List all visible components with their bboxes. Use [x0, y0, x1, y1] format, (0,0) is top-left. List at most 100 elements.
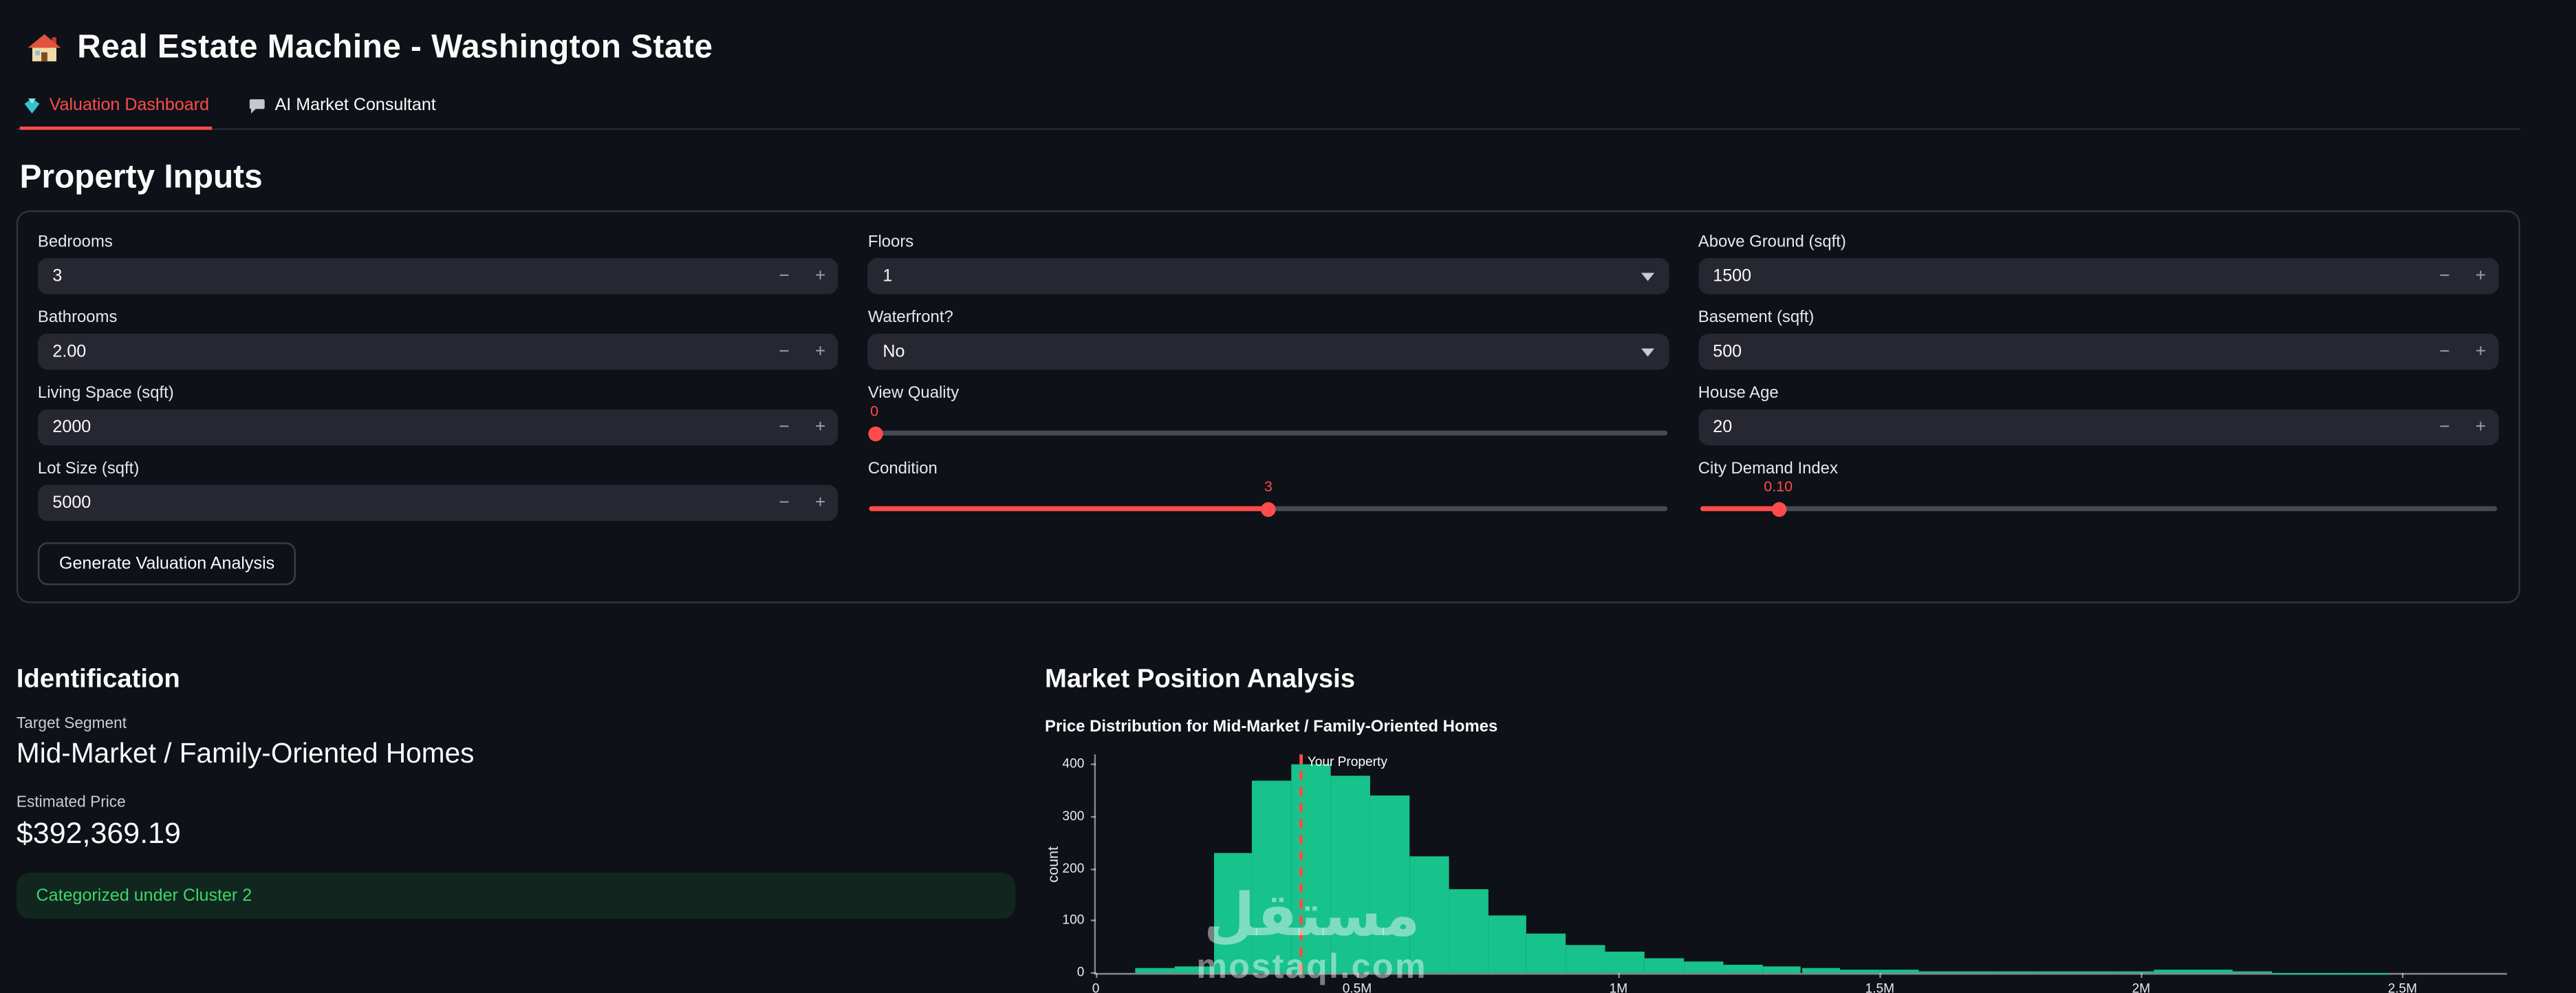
field-living-space: Living Space (sqft) 2000 − +	[37, 383, 838, 446]
histogram-bar	[1566, 944, 1605, 973]
identification-heading: Identification	[16, 665, 180, 694]
basement-increment-button[interactable]: +	[2475, 341, 2487, 362]
lot-size-increment-button[interactable]: +	[814, 493, 826, 513]
bedrooms-decrement-button[interactable]: −	[779, 266, 790, 286]
field-waterfront: Waterfront? No	[867, 308, 1669, 370]
y-tick-label: 400	[1062, 756, 1085, 771]
condition-slider-value: 3	[1264, 478, 1273, 495]
field-city-demand: City Demand Index 0.10	[1698, 458, 2499, 521]
lot-size-input[interactable]: 5000 − +	[37, 484, 838, 522]
living-space-decrement-button[interactable]: −	[779, 417, 790, 438]
waterfront-select[interactable]: No	[867, 333, 1669, 370]
histogram-bar	[1644, 957, 1684, 973]
slider-track[interactable]	[1700, 501, 2498, 516]
house-age-increment-button[interactable]: +	[2475, 417, 2487, 438]
lot-size-decrement-button[interactable]: −	[779, 493, 790, 513]
plot-area: count Price ($) 010020030040000.5M1M1.5M…	[1045, 754, 2507, 993]
slider-track[interactable]	[868, 425, 1667, 441]
bathrooms-input[interactable]: 2.00 − +	[37, 333, 838, 370]
field-above-ground: Above Ground (sqft) 1500 − +	[1698, 232, 2499, 295]
x-tick-label: 0.5M	[1342, 981, 1372, 993]
tab-label: Valuation Dashboard	[49, 95, 210, 116]
basement-input[interactable]: 500 − +	[1698, 333, 2499, 370]
x-tick-mark	[1356, 972, 1359, 979]
city-demand-label: City Demand Index	[1698, 460, 1838, 479]
bedrooms-label: Bedrooms	[37, 233, 113, 252]
x-tick-mark	[1096, 972, 1098, 979]
histogram-bar	[1683, 961, 1723, 973]
histogram-bar	[1526, 934, 1566, 973]
inputs-column-3: Above Ground (sqft) 1500 − + Basement (s…	[1698, 232, 2499, 534]
bathrooms-decrement-button[interactable]: −	[779, 341, 790, 362]
lot-size-value[interactable]: 5000	[52, 493, 91, 513]
basement-value[interactable]: 500	[1713, 341, 1742, 362]
slider-track[interactable]	[869, 501, 1667, 516]
house-age-decrement-button[interactable]: −	[2439, 417, 2450, 438]
histogram-bar	[1605, 952, 1645, 973]
app-title: Real Estate Machine - Washington State	[77, 29, 713, 66]
living-space-value[interactable]: 2000	[52, 417, 91, 438]
lot-size-label: Lot Size (sqft)	[37, 460, 140, 479]
living-space-increment-button[interactable]: +	[814, 417, 826, 438]
x-tick-label: 1.5M	[1865, 981, 1895, 993]
x-tick-mark	[2402, 972, 2405, 979]
generate-valuation-button[interactable]: Generate Valuation Analysis	[37, 542, 296, 586]
inputs-column-1: Bedrooms 3 − + Bathrooms 2.00 − +	[37, 232, 838, 534]
above-ground-input[interactable]: 1500 − +	[1698, 257, 2499, 295]
basement-label: Basement (sqft)	[1698, 309, 1815, 328]
speech-bubble-icon	[248, 96, 266, 114]
section-heading-property-inputs: Property Inputs	[19, 159, 263, 196]
basement-decrement-button[interactable]: −	[2439, 341, 2450, 362]
histogram-bar	[1840, 969, 1880, 973]
y-axis-label: count	[1045, 845, 1061, 882]
city-demand-slider[interactable]: 0.10	[1698, 479, 2499, 522]
field-view-quality: View Quality 0	[868, 383, 1669, 445]
waterfront-value: No	[883, 341, 905, 362]
tab-valuation-dashboard[interactable]: Valuation Dashboard	[19, 87, 213, 130]
y-tick-mark	[1090, 920, 1096, 922]
above-ground-increment-button[interactable]: +	[2475, 266, 2487, 286]
inputs-column-2: Floors 1 Waterfront? No	[867, 232, 1669, 534]
histogram-bar	[1879, 970, 1919, 973]
bedrooms-input[interactable]: 3 − +	[37, 257, 838, 295]
view-quality-slider[interactable]: 0	[868, 403, 1669, 446]
above-ground-decrement-button[interactable]: −	[2439, 266, 2450, 286]
inputs-grid: Bedrooms 3 − + Bathrooms 2.00 − +	[37, 232, 2499, 534]
y-tick-label: 300	[1062, 809, 1085, 824]
y-tick-label: 100	[1062, 912, 1085, 928]
tab-ai-market-consultant[interactable]: AI Market Consultant	[246, 87, 440, 129]
floors-select[interactable]: 1	[867, 257, 1669, 295]
bedrooms-increment-button[interactable]: +	[814, 266, 826, 286]
identification-panel: Identification Target Segment Mid-Market…	[16, 665, 1016, 992]
condition-slider[interactable]: 3	[868, 479, 1669, 522]
living-space-input[interactable]: 2000 − +	[37, 409, 838, 446]
main-content: Property Inputs Bedrooms 3 − + Bathrooms	[0, 160, 2576, 993]
x-tick-label: 2.5M	[2388, 981, 2417, 993]
market-analysis-panel: Market Position Analysis Price Distribut…	[1045, 665, 2520, 993]
view-quality-label: View Quality	[867, 384, 960, 403]
house-age-value[interactable]: 20	[1713, 417, 1733, 438]
above-ground-label: Above Ground (sqft)	[1698, 233, 1846, 252]
field-condition: Condition 3	[868, 458, 1669, 521]
house-age-input[interactable]: 20 − +	[1698, 409, 2499, 446]
waterfront-label: Waterfront?	[867, 309, 953, 328]
slider-thumb[interactable]	[1261, 501, 1276, 516]
field-bedrooms: Bedrooms 3 − +	[37, 232, 838, 295]
tab-label: AI Market Consultant	[274, 95, 436, 116]
price-distribution-chart: Price Distribution for Mid-Market / Fami…	[1045, 715, 2520, 993]
histogram-bar	[1135, 968, 1175, 973]
chevron-down-icon	[1641, 272, 1654, 281]
above-ground-value[interactable]: 1500	[1713, 266, 1752, 286]
bathrooms-value[interactable]: 2.00	[52, 341, 87, 362]
slider-thumb[interactable]	[868, 425, 884, 441]
histogram-bar	[1253, 780, 1292, 973]
your-property-marker-line	[1299, 754, 1303, 973]
slider-thumb[interactable]	[1772, 501, 1787, 516]
house-age-label: House Age	[1698, 384, 1779, 403]
histogram-bar	[1958, 971, 1998, 973]
slider-fill	[869, 506, 1268, 511]
bathrooms-increment-button[interactable]: +	[814, 341, 826, 362]
bedrooms-value[interactable]: 3	[52, 266, 63, 286]
chevron-down-icon	[1641, 348, 1654, 356]
